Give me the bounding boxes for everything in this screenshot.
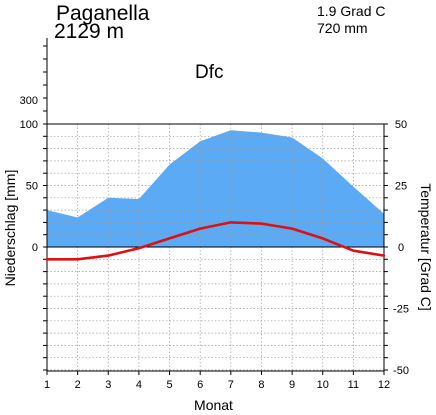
x-tick-label: 6 bbox=[197, 379, 203, 391]
right-tick-label: 50 bbox=[395, 119, 407, 131]
climate-classification: Dfc bbox=[195, 62, 224, 83]
x-tick-label: 10 bbox=[317, 379, 329, 391]
left-tick-label: 50 bbox=[26, 181, 38, 193]
x-tick-label: 8 bbox=[258, 379, 264, 391]
x-tick-label: 5 bbox=[166, 379, 172, 391]
temperature-line bbox=[45, 221, 386, 261]
x-tick-label: 7 bbox=[228, 379, 234, 391]
right-axis-title: Temperatur [Grad C] bbox=[418, 183, 434, 311]
station-name: Paganella bbox=[56, 2, 150, 25]
x-tick-label: 11 bbox=[348, 379, 359, 391]
x-tick-label: 4 bbox=[136, 379, 142, 391]
x-tick-label: 1 bbox=[44, 379, 50, 391]
x-axis-title: Monat bbox=[194, 397, 233, 413]
x-tick-label: 12 bbox=[378, 379, 390, 391]
right-tick-label: -25 bbox=[393, 304, 409, 316]
right-tick-label: 25 bbox=[395, 181, 407, 193]
upper-tick-label: 300 bbox=[20, 95, 38, 107]
left-tick-label: 100 bbox=[20, 119, 38, 131]
x-tick-label: 9 bbox=[289, 379, 295, 391]
annual-mean-temperature: 1.9 Grad C bbox=[317, 3, 386, 19]
x-tick-label: 2 bbox=[75, 379, 81, 391]
station-elevation: 2129 m bbox=[54, 20, 125, 43]
precipitation-area bbox=[47, 130, 384, 247]
x-tick-label: 3 bbox=[105, 379, 111, 391]
left-tick-label: 0 bbox=[32, 242, 38, 254]
right-tick-label: -50 bbox=[393, 365, 409, 377]
annual-precipitation-total: 720 mm bbox=[317, 20, 368, 36]
right-tick-label: 0 bbox=[398, 242, 404, 254]
left-axis-title: Niederschlag [mm] bbox=[2, 170, 18, 287]
